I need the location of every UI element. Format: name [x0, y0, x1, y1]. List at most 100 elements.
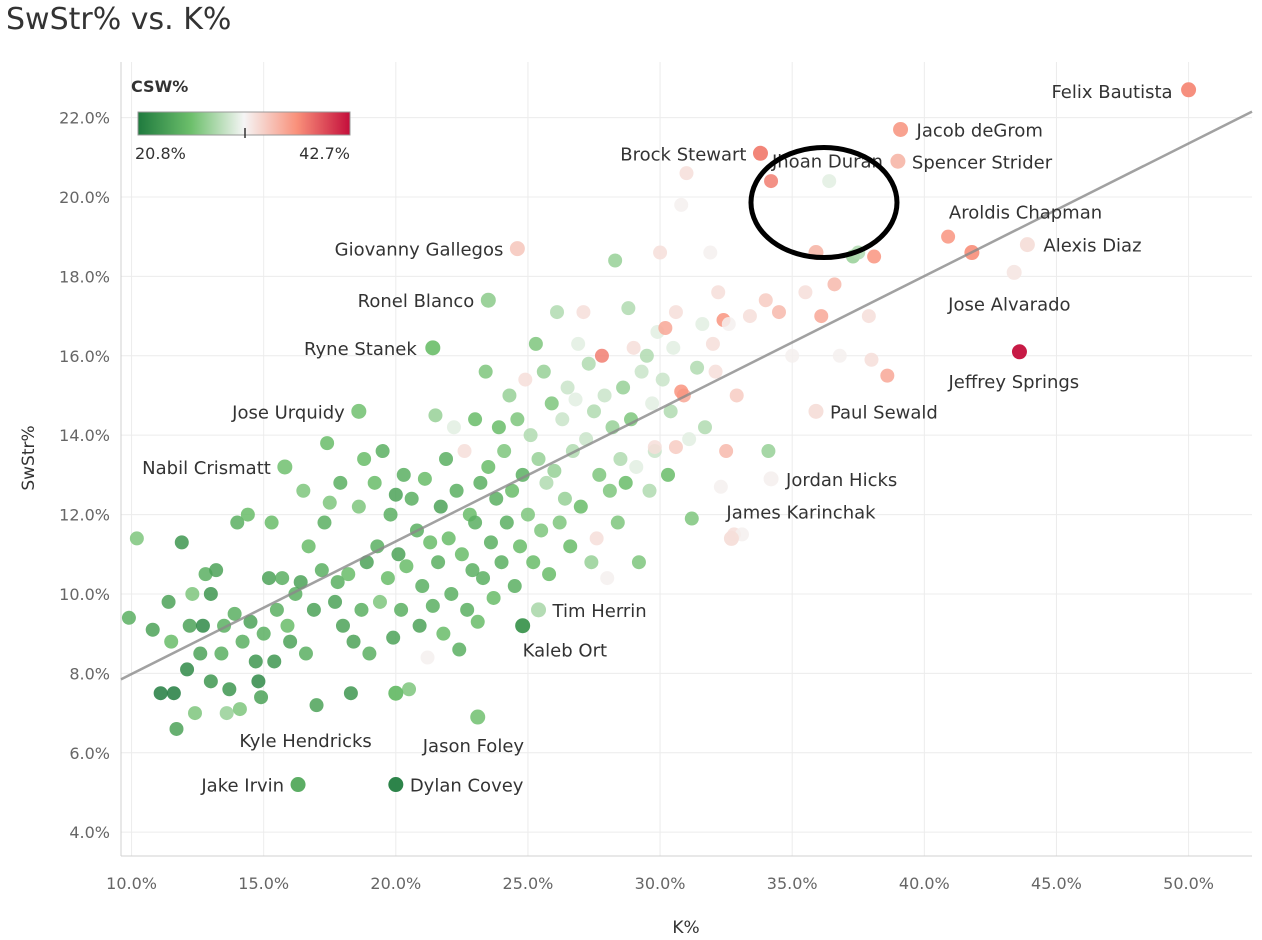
- data-point: [864, 352, 879, 367]
- data-point: [682, 432, 697, 447]
- point-label: Felix Bautista: [1051, 82, 1172, 103]
- data-point: [375, 444, 390, 459]
- data-point: [832, 348, 847, 363]
- data-point: [814, 309, 829, 324]
- data-point: [203, 674, 218, 689]
- data-point: [174, 535, 189, 550]
- data-point: [705, 336, 720, 351]
- data-point: [219, 706, 234, 721]
- data-point: [309, 698, 324, 713]
- data-point: [489, 491, 504, 506]
- data-point: [275, 571, 290, 586]
- data-point: [320, 436, 335, 451]
- data-point: [454, 547, 469, 562]
- data-point: [388, 777, 404, 793]
- data-point: [180, 662, 195, 677]
- y-tick-label: 10.0%: [59, 585, 110, 604]
- data-point: [483, 535, 498, 550]
- point-label: Aroldis Chapman: [949, 203, 1102, 224]
- point-label: Jordan Hicks: [785, 470, 897, 491]
- data-point: [417, 471, 432, 486]
- color-legend: CSW% 20.8% 42.7%: [131, 77, 351, 163]
- data-point: [328, 594, 343, 609]
- data-point: [372, 594, 387, 609]
- data-point: [597, 388, 612, 403]
- point-label: Jason Foley: [422, 736, 525, 757]
- data-point: [182, 618, 197, 633]
- data-point: [269, 602, 284, 617]
- data-point: [520, 507, 535, 522]
- data-point: [542, 567, 557, 582]
- data-point: [721, 317, 736, 332]
- data-point: [1011, 344, 1027, 360]
- data-point: [663, 404, 678, 419]
- point-label: Kyle Hendricks: [239, 731, 372, 752]
- data-point: [480, 292, 496, 308]
- data-point: [322, 495, 337, 510]
- data-point: [129, 531, 144, 546]
- data-point: [587, 404, 602, 419]
- data-point: [351, 403, 367, 419]
- point-label: Spencer Strider: [912, 152, 1053, 173]
- data-point: [507, 579, 522, 594]
- data-point: [235, 634, 250, 649]
- point-label: Alexis Diaz: [1043, 236, 1141, 257]
- point-label: Ronel Blanco: [358, 291, 475, 312]
- y-tick-label: 18.0%: [59, 267, 110, 286]
- legend-title: CSW%: [131, 77, 188, 96]
- axes: 10.0% 15.0% 20.0% 25.0% 30.0% 35.0% 40.0% 45.0%…: [19, 62, 1252, 938]
- data-point: [684, 511, 699, 526]
- data-point: [719, 444, 734, 459]
- x-tick-label: 20.0%: [370, 874, 421, 893]
- data-point: [531, 452, 546, 466]
- data-point: [798, 285, 813, 300]
- data-point: [502, 388, 517, 403]
- data-point: [645, 396, 660, 411]
- point-label: Ryne Stanek: [304, 339, 417, 360]
- data-point: [1006, 264, 1022, 280]
- data-point: [697, 420, 712, 435]
- data-point: [634, 364, 649, 379]
- data-point: [335, 618, 350, 633]
- data-point: [214, 646, 229, 661]
- data-point: [402, 682, 417, 697]
- x-tick-label: 15.0%: [238, 874, 289, 893]
- data-point: [473, 475, 488, 490]
- data-point: [333, 475, 348, 490]
- data-point: [494, 555, 509, 570]
- data-point: [658, 320, 673, 335]
- data-point: [248, 654, 263, 669]
- data-point: [827, 277, 842, 292]
- data-point: [1181, 82, 1197, 98]
- data-point: [547, 463, 562, 478]
- data-point: [195, 618, 210, 633]
- point-label: Tim Herrin: [552, 601, 647, 622]
- x-tick-label: 45.0%: [1031, 874, 1082, 893]
- point-label: James Karinchak: [725, 502, 876, 523]
- data-point: [449, 483, 464, 498]
- point-label: Dylan Covey: [410, 776, 524, 797]
- data-point: [425, 598, 440, 613]
- x-tick-label: 35.0%: [767, 874, 818, 893]
- data-point: [388, 487, 403, 502]
- data-point: [499, 515, 514, 530]
- data-point: [539, 475, 554, 490]
- data-point: [536, 364, 551, 379]
- data-point: [893, 121, 909, 137]
- data-point: [629, 459, 644, 474]
- data-point: [708, 364, 723, 379]
- data-point: [523, 428, 538, 443]
- data-point: [653, 245, 668, 260]
- data-point: [341, 567, 356, 582]
- data-point: [867, 249, 882, 264]
- x-tick-label: 30.0%: [635, 874, 686, 893]
- data-point: [293, 575, 308, 590]
- y-tick-label: 6.0%: [69, 744, 110, 763]
- data-point: [251, 674, 266, 689]
- y-tick-label: 16.0%: [59, 347, 110, 366]
- data-point: [771, 305, 786, 320]
- point-label: Paul Sewald: [830, 402, 938, 423]
- data-point: [346, 634, 361, 649]
- data-point: [209, 563, 224, 578]
- data-point: [510, 412, 525, 427]
